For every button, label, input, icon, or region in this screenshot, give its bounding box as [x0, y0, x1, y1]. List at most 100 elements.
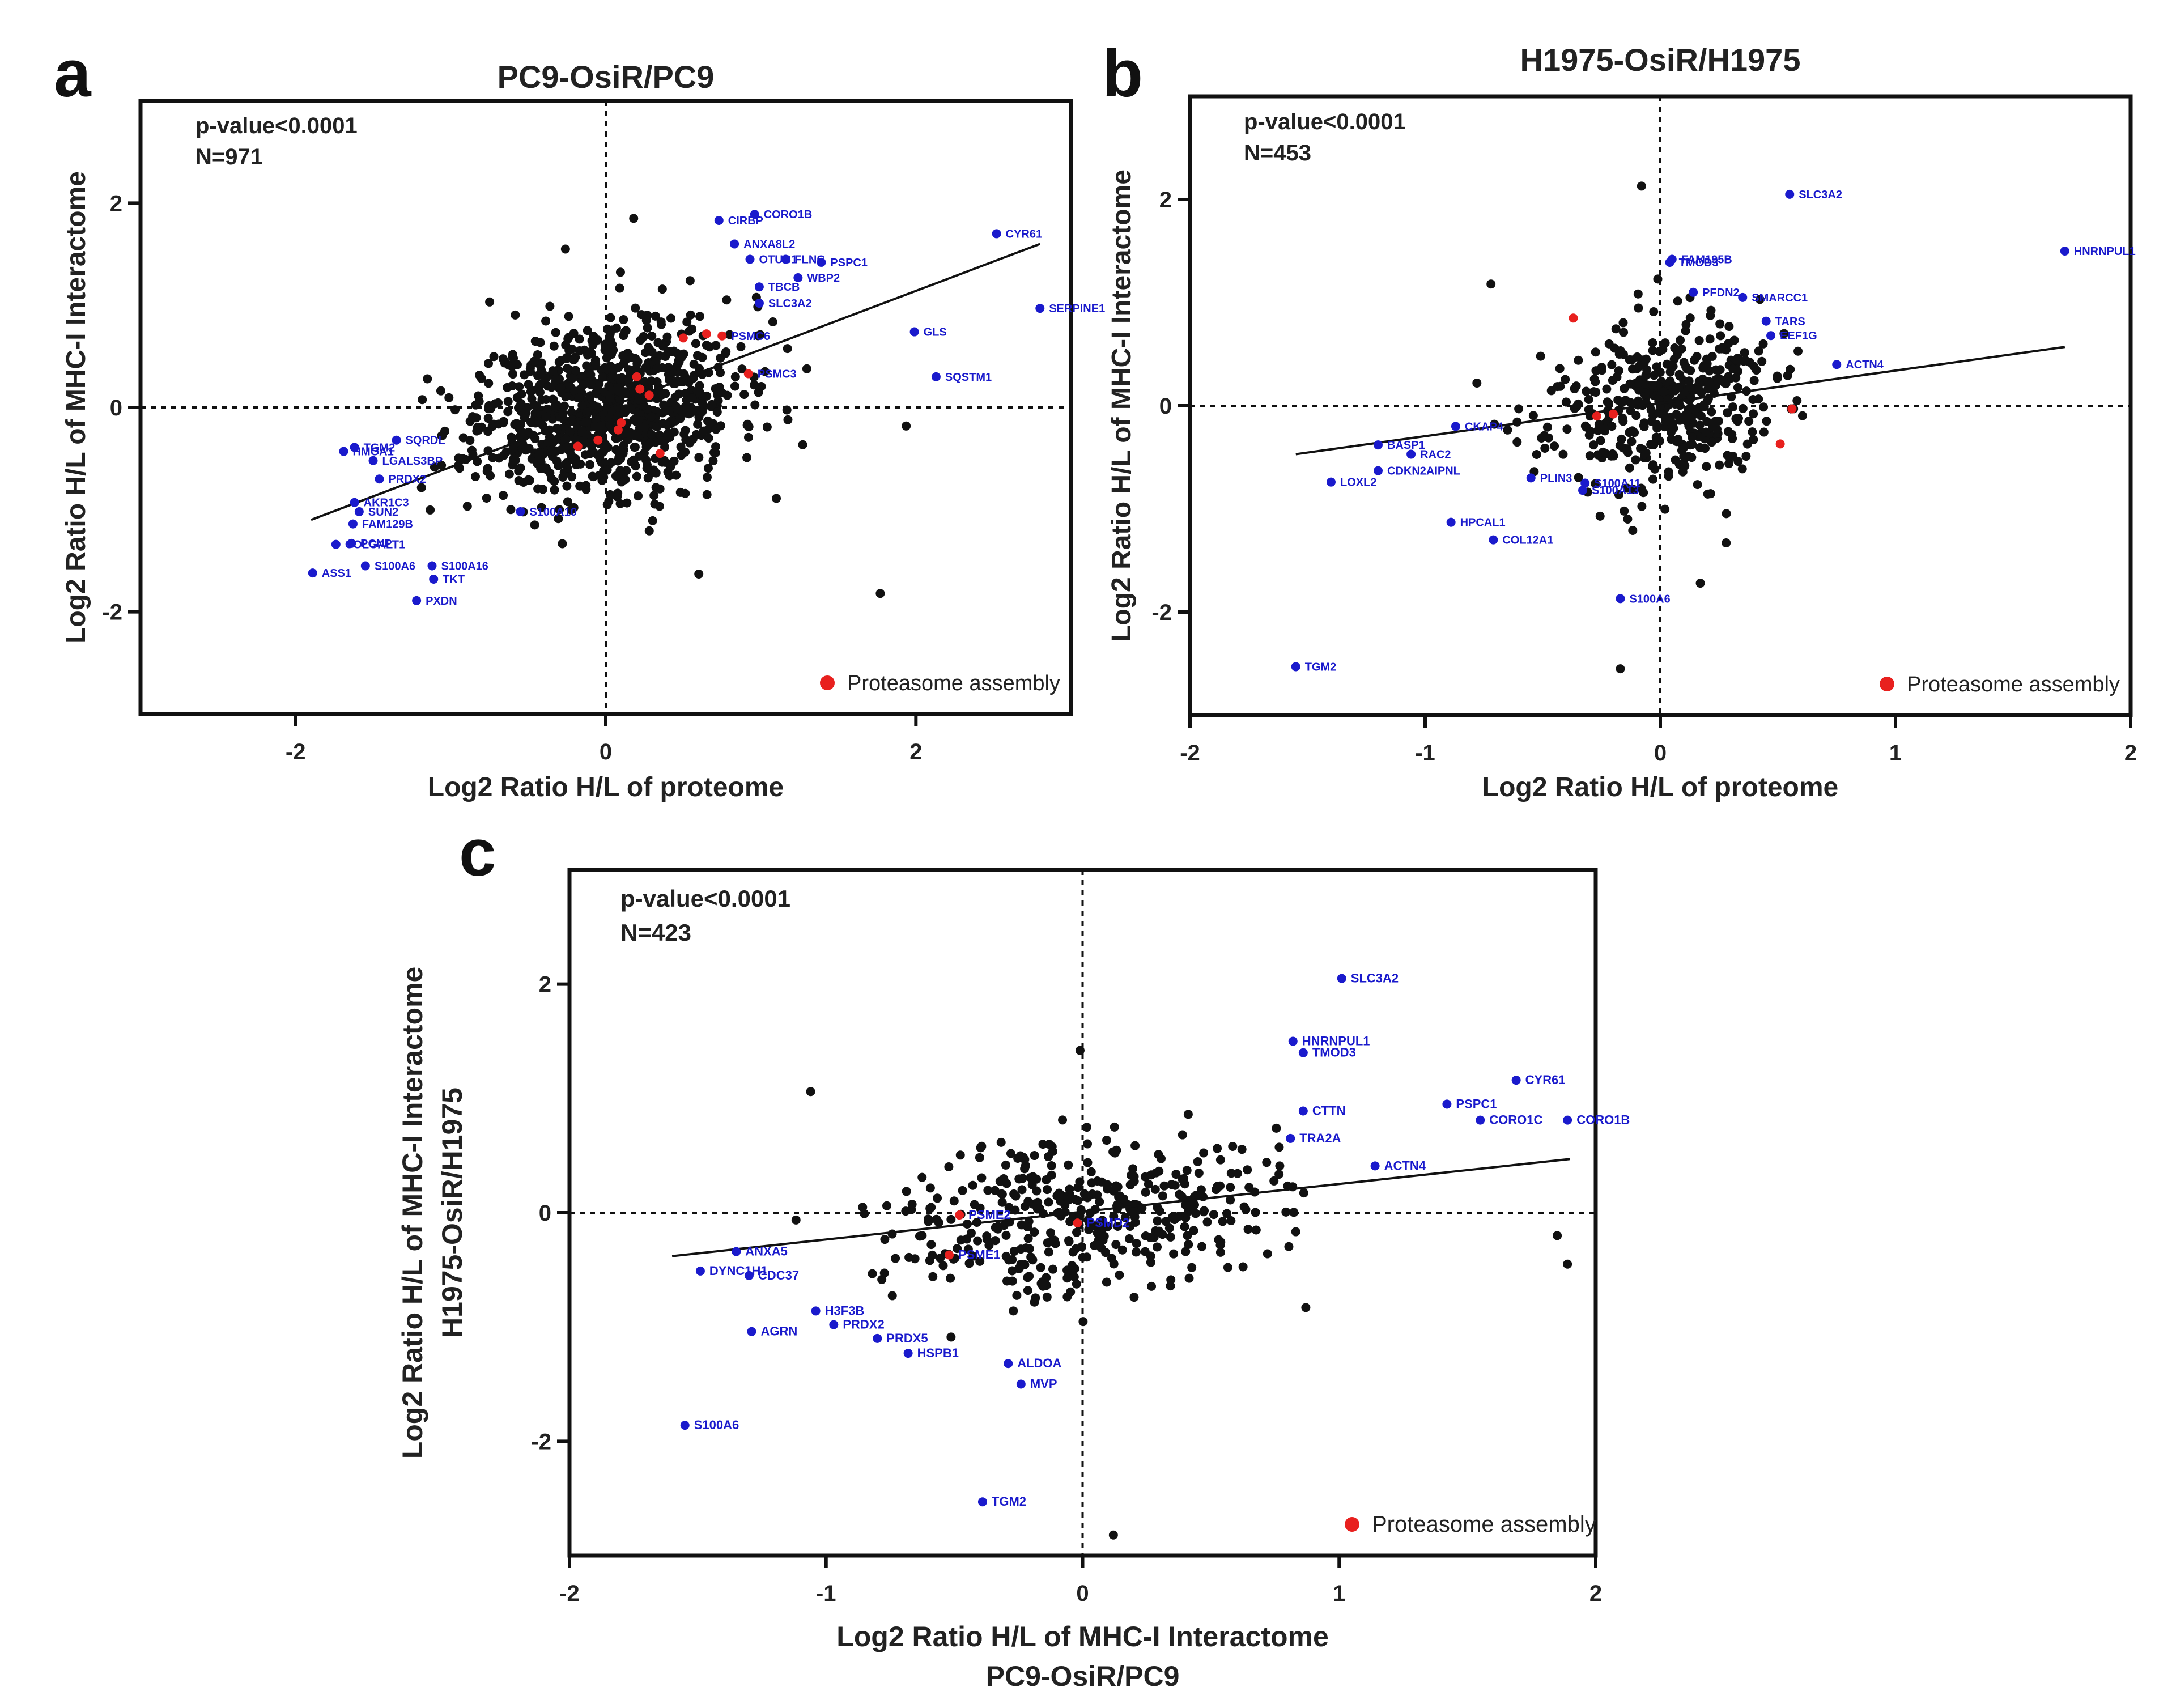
point-label: S100A11 — [1594, 478, 1640, 490]
data-point — [1237, 1145, 1247, 1154]
data-point — [1072, 1227, 1082, 1237]
data-point — [676, 442, 686, 452]
data-point — [1226, 1195, 1235, 1205]
highlight-point — [1374, 440, 1383, 450]
data-point — [583, 368, 593, 378]
data-point — [537, 358, 546, 368]
data-point — [597, 448, 607, 457]
regression-line — [311, 243, 1040, 521]
highlight-point — [1665, 258, 1674, 267]
data-point — [604, 381, 614, 391]
data-point — [536, 464, 546, 474]
data-point — [1707, 351, 1717, 361]
point-label: FAM195B — [1681, 254, 1732, 266]
proteasome-point — [1569, 313, 1578, 323]
data-point — [1681, 320, 1691, 329]
data-point — [1619, 328, 1629, 337]
data-point — [1238, 1262, 1248, 1272]
data-point — [1175, 1189, 1184, 1199]
data-point — [644, 343, 653, 352]
proteasome-points: PSMC6 PSMC3 — [573, 329, 797, 458]
proteasome-point — [655, 449, 665, 458]
data-point — [650, 499, 660, 509]
data-point — [711, 341, 721, 350]
data-point — [1654, 394, 1663, 403]
data-point — [1701, 427, 1711, 437]
data-point — [977, 1141, 987, 1151]
point-label: RAC2 — [1420, 449, 1451, 461]
legend-label: Proteasome assembly — [847, 672, 1060, 695]
data-point — [938, 1261, 948, 1271]
data-point — [696, 431, 706, 440]
data-point — [1503, 425, 1512, 435]
point-label: LGALS3BP — [382, 455, 443, 468]
data-point — [907, 1200, 917, 1209]
data-point — [932, 1214, 941, 1224]
data-point — [1628, 525, 1638, 535]
data-point — [1086, 1167, 1096, 1176]
data-point — [685, 326, 694, 336]
data-point — [1047, 1161, 1056, 1170]
data-point — [925, 1183, 935, 1193]
data-point — [1241, 1205, 1251, 1214]
data-point — [567, 344, 577, 354]
data-point — [1707, 407, 1716, 417]
point-label: COLGALT1 — [345, 539, 405, 551]
data-point — [1716, 344, 1726, 354]
data-point — [1685, 383, 1695, 392]
data-point — [1705, 334, 1715, 344]
data-point — [514, 403, 524, 413]
highlight-point — [817, 257, 826, 267]
data-point — [1023, 1286, 1032, 1295]
data-point — [1639, 422, 1649, 431]
data-point — [1737, 464, 1747, 474]
data-point — [529, 356, 539, 366]
highlight-point — [754, 299, 764, 308]
x-tick-label: 1 — [1333, 1581, 1345, 1606]
data-point — [1570, 384, 1579, 394]
data-point — [418, 395, 427, 405]
data-point — [1711, 381, 1720, 390]
data-point — [511, 310, 520, 320]
proteasome-point — [617, 418, 626, 428]
data-point — [1715, 319, 1725, 329]
data-point — [968, 1180, 977, 1190]
data-point — [437, 461, 447, 470]
data-point — [1637, 181, 1646, 191]
data-point — [1759, 402, 1769, 412]
proteasome-points — [1569, 313, 1797, 449]
data-point — [1035, 1204, 1044, 1213]
highlight-point — [793, 273, 803, 282]
data-point — [1110, 1148, 1120, 1158]
point-label: HMGA1 — [353, 446, 394, 458]
data-point — [508, 444, 518, 453]
highlight-point — [1616, 594, 1625, 604]
data-point — [858, 1203, 868, 1212]
highlight-point — [375, 474, 384, 484]
data-point — [1215, 1155, 1225, 1165]
data-point — [760, 367, 770, 376]
data-point — [1129, 1293, 1139, 1302]
data-point — [1087, 1178, 1096, 1188]
data-point — [1099, 1222, 1108, 1231]
data-point — [1132, 1239, 1141, 1248]
point-label: S100A6 — [694, 1418, 739, 1432]
data-point — [1049, 1235, 1059, 1245]
data-point — [548, 447, 558, 456]
data-point — [1189, 1226, 1198, 1235]
data-point — [1084, 1225, 1094, 1234]
x-tick-label: -1 — [1415, 741, 1435, 766]
data-point — [630, 431, 639, 440]
data-point — [737, 364, 747, 374]
data-point — [1607, 360, 1617, 369]
data-point — [517, 430, 526, 440]
data-point — [629, 214, 639, 223]
data-point — [1692, 351, 1702, 361]
data-point — [581, 485, 591, 494]
data-point — [1695, 579, 1705, 588]
data-point — [1762, 417, 1771, 426]
data-point — [514, 466, 524, 476]
data-point — [1030, 1151, 1039, 1161]
data-point — [1716, 331, 1725, 341]
data-point — [702, 490, 712, 499]
